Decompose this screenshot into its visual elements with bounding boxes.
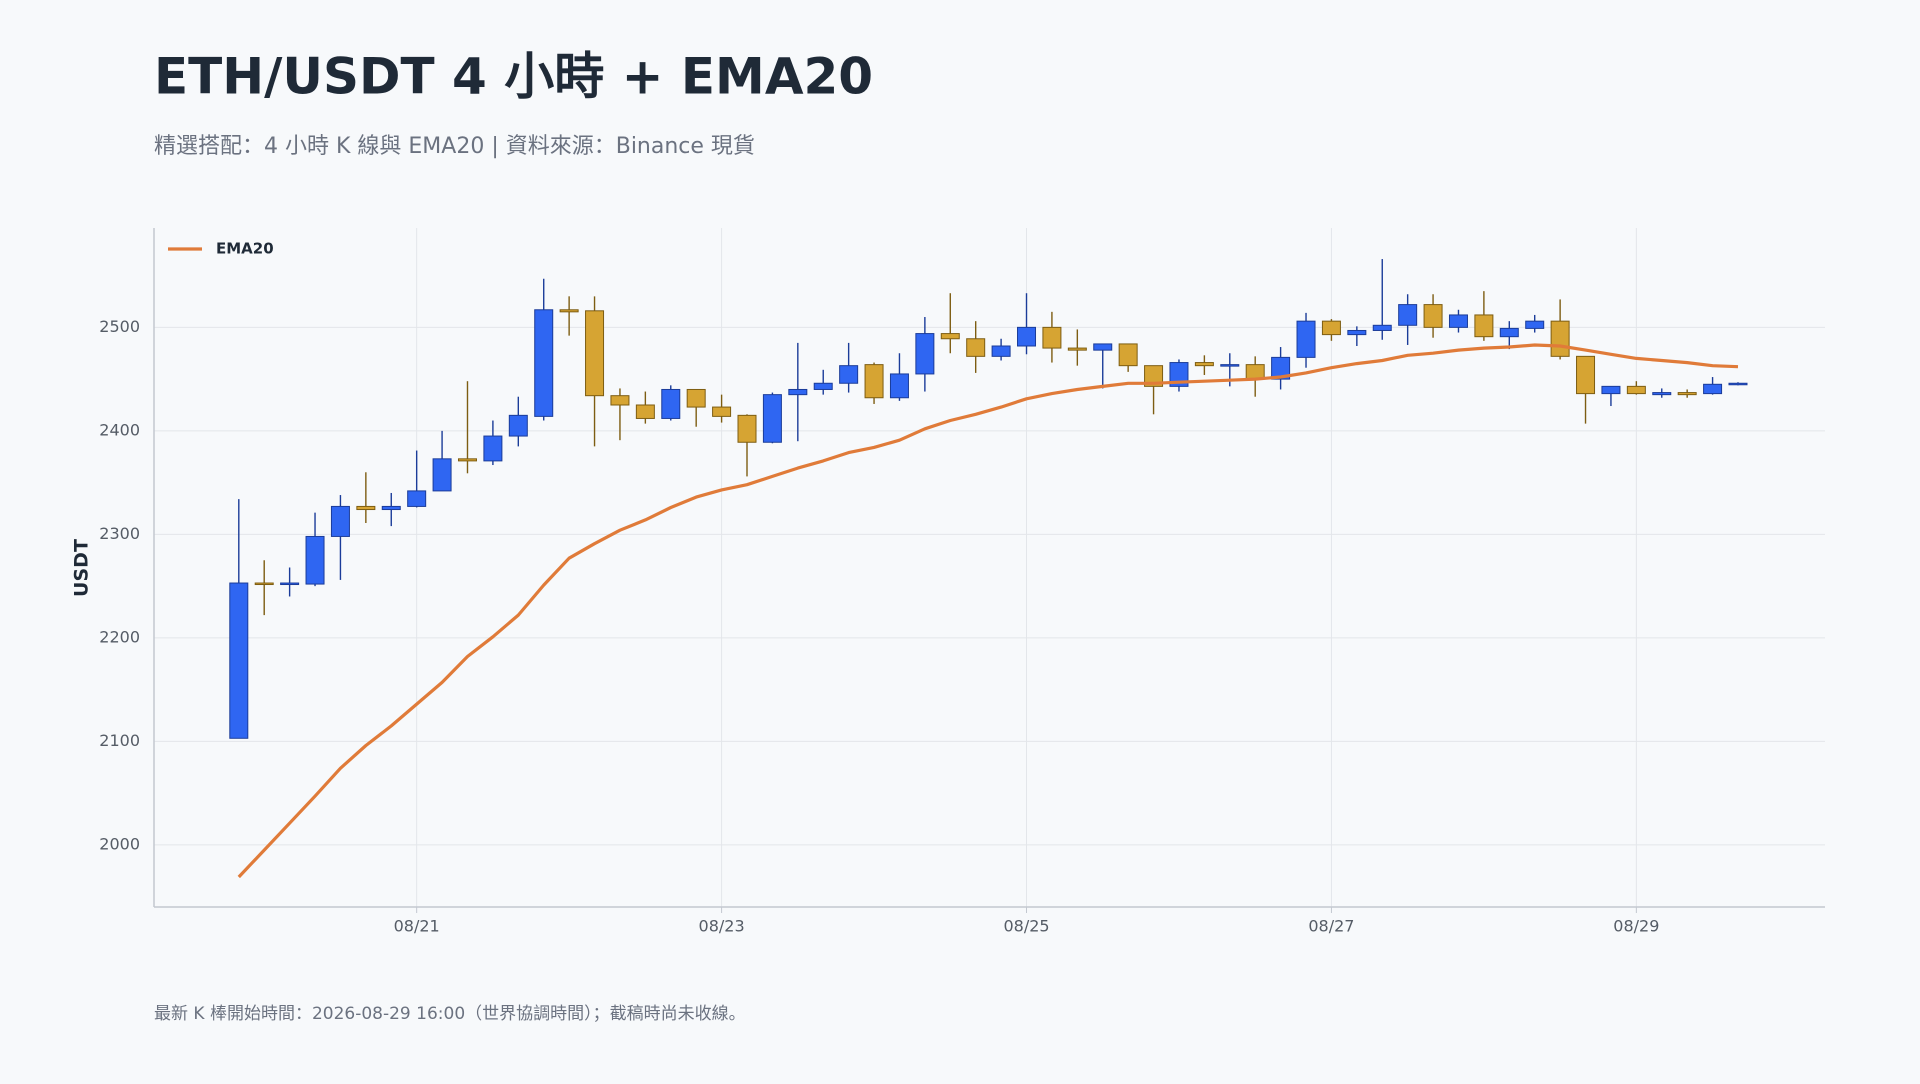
candle-body: [280, 582, 300, 586]
candle-body: [1372, 324, 1392, 331]
candle-body: [1194, 362, 1214, 367]
candle-body: [1220, 364, 1240, 367]
candle-body: [559, 309, 579, 313]
x-tick-label: 08/29: [1613, 917, 1659, 936]
candle-body: [1093, 343, 1113, 351]
candle-body: [1677, 392, 1697, 396]
candle-body: [1118, 343, 1138, 367]
y-tick-label: 2300: [99, 524, 140, 543]
candle-body: [1499, 327, 1519, 338]
candle-body: [1296, 320, 1316, 358]
candle-body: [330, 505, 350, 537]
candle-body: [661, 388, 681, 419]
candle-body: [1017, 326, 1037, 347]
candle-body: [839, 365, 859, 384]
candle-body: [1474, 314, 1494, 338]
candle-body: [1576, 355, 1596, 395]
candle-body: [966, 338, 986, 357]
candle-body: [610, 395, 630, 406]
candle-body: [991, 345, 1011, 357]
y-axis-label: USDT: [71, 539, 93, 597]
candle-body: [915, 333, 935, 375]
candle-body: [585, 310, 605, 397]
candle-body: [1321, 320, 1341, 336]
candle-body: [381, 505, 401, 511]
candle-body: [305, 535, 325, 585]
x-tick-label: 08/27: [1308, 917, 1354, 936]
x-tick-label: 08/21: [394, 917, 440, 936]
candle-body: [1703, 383, 1723, 395]
candle-body: [1245, 364, 1265, 380]
candle-body: [254, 582, 274, 586]
candle-body: [1042, 326, 1062, 349]
candle-body: [1144, 365, 1164, 387]
candle-body: [940, 333, 960, 340]
candle-body: [813, 382, 833, 390]
x-tick-label: 08/23: [699, 917, 745, 936]
candle-body: [1601, 385, 1621, 395]
candle-body: [1525, 320, 1545, 329]
y-tick-label: 2400: [99, 420, 140, 439]
candle-body: [483, 435, 503, 462]
candle-body: [356, 505, 376, 511]
candle-body: [534, 309, 554, 417]
candle-body: [1550, 320, 1570, 357]
candle-body: [1271, 356, 1291, 380]
footnote: 最新 K 棒開始時間：2026-08-29 16:00（世界協調時間）；截稿時尚…: [154, 1004, 746, 1024]
candle-body: [737, 414, 757, 443]
candle-body: [1067, 347, 1087, 351]
x-tick-label: 08/25: [1003, 917, 1049, 936]
candle-body: [635, 404, 655, 419]
chart-subtitle: 精選搭配：4 小時 K 線與 EMA20 | 資料來源：Binance 現貨: [154, 134, 755, 159]
y-tick-label: 2000: [99, 834, 140, 853]
candle-body: [788, 388, 808, 396]
candle-body: [1423, 304, 1443, 328]
candle-body: [1169, 362, 1189, 387]
candle-body: [1448, 314, 1468, 328]
candle-body: [229, 582, 249, 739]
chart-title: ETH/USDT 4 小時 + EMA20: [154, 48, 873, 106]
y-tick-label: 2200: [99, 627, 140, 646]
candle-body: [407, 490, 427, 507]
candle-body: [686, 388, 706, 408]
candle-body: [762, 394, 782, 443]
candle-body: [432, 458, 452, 492]
y-tick-label: 2500: [99, 317, 140, 336]
candle-body: [889, 373, 909, 399]
candle-body: [1398, 304, 1418, 326]
candle-body: [508, 414, 528, 437]
candle-body: [1347, 329, 1367, 336]
candle-body: [1626, 385, 1646, 395]
y-tick-label: 2100: [99, 731, 140, 750]
legend-label: EMA20: [216, 240, 274, 258]
candle-body: [864, 364, 884, 399]
ema-line: [237, 343, 1739, 879]
candle-body: [1728, 382, 1748, 386]
candle-body: [1652, 392, 1672, 396]
candle-body: [457, 458, 477, 462]
candle-body: [712, 406, 732, 417]
